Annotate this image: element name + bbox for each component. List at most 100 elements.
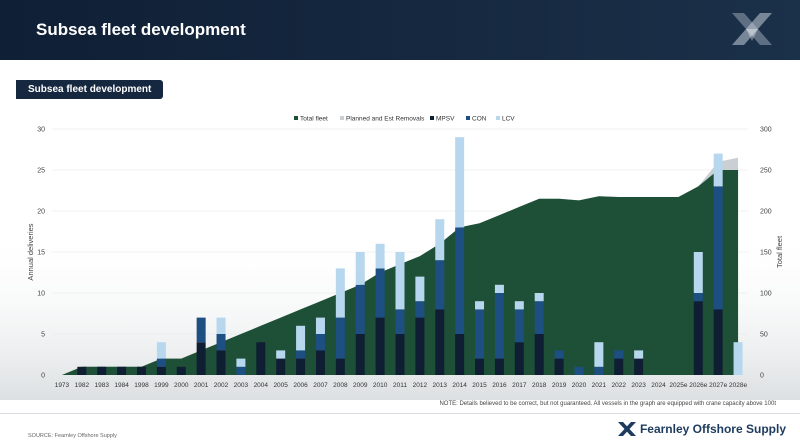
x-tick-label: 2000 [174, 382, 189, 389]
y-right-tick-labels: 0 50 100 150 200 250 300 [760, 127, 772, 380]
bar-con-2027e [713, 186, 723, 310]
x-tick-label: 1998 [134, 382, 149, 389]
x-tick-label: 1984 [114, 382, 129, 389]
bar-mpsv-1999 [156, 366, 166, 375]
y-left-tick: 15 [37, 250, 45, 257]
bar-lcv-2007 [315, 317, 325, 334]
x-tick-label: 2026e [689, 382, 707, 389]
bar-con-2006 [296, 350, 306, 359]
legend-label: LCV [502, 116, 515, 123]
bar-lcv-2013 [435, 219, 445, 261]
y-right-tick: 100 [760, 291, 772, 298]
x-tick-label: 2007 [313, 382, 328, 389]
x-tick-label: 2001 [194, 382, 209, 389]
bar-mpsv-2000 [176, 366, 186, 375]
bar-lcv-2027e [713, 153, 723, 187]
x-tick-label: 2015 [472, 382, 487, 389]
x-tick-label: 2005 [273, 382, 288, 389]
y-right-axis-title: Total fleet [775, 235, 784, 268]
bar-mpsv-1998 [136, 366, 146, 375]
x-tick-label: 2014 [452, 382, 467, 389]
y-left-tick: 25 [37, 168, 45, 175]
bar-mpsv-2016 [494, 358, 504, 375]
bar-con-1999 [156, 358, 166, 367]
legend: Total fleet Planned and Est Removals MPSV C… [294, 116, 515, 123]
x-tick-label: 2020 [572, 382, 587, 389]
bar-lcv-2014 [455, 137, 465, 228]
bar-con-2001 [196, 317, 206, 343]
bar-lcv-2017 [514, 301, 524, 310]
x-axis-labels: 1973 1982 1983 1984 1998 1999 2000 2001 2002 2003… [55, 382, 748, 389]
x-tick-label: 2013 [433, 382, 448, 389]
x-tick-label: 2023 [631, 382, 646, 389]
bar-mpsv-2004 [256, 342, 266, 375]
bar-mpsv-2009 [355, 334, 365, 375]
bar-mpsv-2010 [375, 317, 385, 375]
legend-swatch [466, 116, 470, 120]
bar-lcv-2003 [236, 358, 246, 367]
y-left-tick: 30 [37, 127, 45, 134]
bar-lcv-2002 [216, 317, 226, 334]
x-tick-label: 1982 [75, 382, 90, 389]
x-tick-label: 2009 [353, 382, 368, 389]
x-tick-label: 2021 [592, 382, 607, 389]
bar-lcv-2018 [534, 293, 544, 302]
bar-lcv-2011 [395, 252, 405, 310]
bar-lcv-2016 [494, 284, 504, 293]
bar-con-2010 [375, 268, 385, 318]
x-tick-label: 1999 [154, 382, 169, 389]
x-tick-label: 2018 [532, 382, 547, 389]
y-left-tick: 10 [37, 291, 45, 298]
y-right-tick: 50 [760, 332, 768, 339]
x-tick-label: 1973 [55, 382, 70, 389]
bar-mpsv-2019 [554, 358, 564, 375]
bar-mpsv-2005 [276, 358, 286, 375]
x-tick-label: 2004 [254, 382, 269, 389]
bar-con-2003 [236, 366, 246, 375]
bar-con-2014 [455, 227, 465, 334]
x-tick-label: 2025e [669, 382, 687, 389]
y-left-tick: 20 [37, 209, 45, 216]
bar-con-2013 [435, 260, 445, 310]
chart-note: NOTE: Details believed to be correct, bu… [439, 401, 776, 407]
bar-lcv-2015 [475, 301, 485, 310]
bar-con-2020 [574, 366, 584, 375]
bar-con-2007 [315, 334, 325, 351]
bar-lcv-2028e [733, 342, 743, 375]
x-tick-label: 2003 [234, 382, 249, 389]
bar-con-2009 [355, 284, 365, 334]
bar-mpsv-2011 [395, 334, 405, 375]
y-right-tick: 300 [760, 127, 772, 134]
bar-con-2019 [554, 350, 564, 359]
bar-lcv-2005 [276, 350, 286, 359]
bar-con-2012 [415, 301, 425, 318]
bar-lcv-2010 [375, 243, 385, 269]
y-right-tick: 0 [760, 373, 764, 380]
bar-mpsv-2002 [216, 350, 226, 375]
bar-mpsv-2006 [296, 358, 306, 375]
bar-con-2026e [693, 293, 703, 302]
y-left-tick-labels: 0 5 10 15 20 25 30 [37, 127, 45, 380]
y-right-tick: 250 [760, 168, 772, 175]
x-tick-label: 2027e [709, 382, 727, 389]
bar-con-2002 [216, 334, 226, 351]
x-tick-label: 2019 [552, 382, 567, 389]
bar-mpsv-2008 [335, 358, 345, 375]
bar-mpsv-2012 [415, 317, 425, 375]
brand-logo-icon [617, 422, 636, 436]
x-tick-label: 2008 [333, 382, 348, 389]
bar-mpsv-2027e [713, 309, 723, 375]
chart-tab[interactable]: Subsea fleet development [16, 80, 164, 99]
legend-swatch [430, 116, 434, 120]
bar-lcv-2008 [335, 268, 345, 318]
bar-lcv-2023 [634, 350, 644, 359]
legend-label: Planned and Est Removals [346, 116, 425, 123]
bar-con-2016 [494, 293, 504, 359]
bar-mpsv-2007 [315, 350, 325, 375]
header-banner: Subsea fleet development [0, 0, 800, 60]
x-tick-label: 2010 [373, 382, 388, 389]
bar-mpsv-2026e [693, 301, 703, 375]
bar-con-2021 [594, 366, 604, 375]
bar-mpsv-2015 [475, 358, 485, 375]
bar-mpsv-2001 [196, 342, 206, 375]
